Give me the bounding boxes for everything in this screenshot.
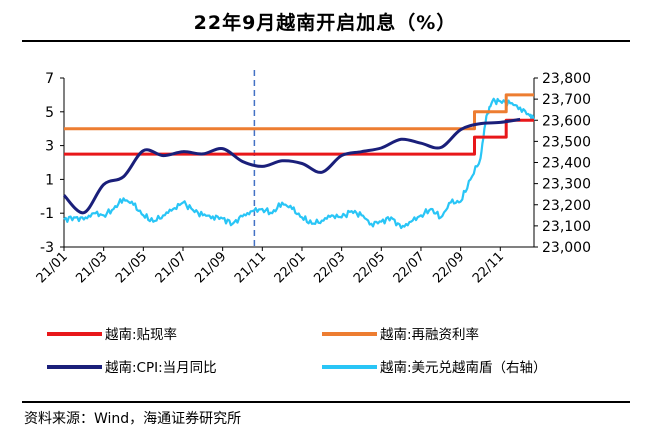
x-tick-label: 22/09 — [430, 249, 467, 286]
right-tick-label: 23,500 — [542, 134, 591, 150]
x-tick-label: 21/07 — [153, 249, 190, 286]
x-tick-label: 21/09 — [192, 249, 229, 286]
right-tick-label: 23,600 — [542, 113, 591, 129]
series-lines — [62, 93, 536, 230]
x-tick-label: 22/01 — [272, 249, 309, 286]
x-tick-label: 22/03 — [311, 249, 348, 286]
legend-label-0: 越南:贴现率 — [105, 326, 177, 343]
top-rule — [22, 40, 630, 42]
chart-title: 22年9月越南开启加息（%） — [193, 12, 457, 34]
right-tick-label: 23,300 — [542, 177, 591, 193]
series-line-1 — [64, 93, 534, 131]
left-tick-label: 1 — [45, 172, 54, 188]
left-tick-label: 7 — [45, 71, 54, 87]
x-tick-label: 21/03 — [73, 249, 110, 286]
x-tick-label: 21/11 — [232, 249, 269, 286]
x-tick-label: 22/11 — [470, 249, 507, 286]
left-tick-label: -1 — [40, 206, 54, 222]
legend-label-1: 越南:再融资利率 — [380, 326, 479, 343]
x-tick-label: 21/05 — [113, 249, 150, 286]
right-tick-label: 23,400 — [542, 156, 591, 172]
x-tick-label: 22/05 — [351, 249, 388, 286]
series-line-3 — [63, 97, 536, 230]
left-tick-label: -3 — [40, 240, 54, 256]
right-tick-label: 23,800 — [542, 71, 591, 87]
left-tick-label: 5 — [45, 105, 54, 121]
legend-label-2: 越南:CPI:当月同比 — [105, 360, 217, 376]
right-tick-label: 23,700 — [542, 92, 591, 108]
series-line-2 — [62, 117, 521, 215]
source-note: 资料来源：Wind，海通证券研究所 — [24, 411, 242, 427]
right-tick-label: 23,000 — [542, 240, 591, 256]
x-tick-label: 22/07 — [391, 249, 428, 286]
right-tick-label: 23,100 — [542, 219, 591, 235]
bottom-rule — [22, 401, 630, 403]
legend-label-3: 越南:美元兑越南盾（右轴） — [380, 360, 547, 376]
right-tick-label: 23,200 — [542, 198, 591, 214]
left-tick-label: 3 — [45, 139, 54, 155]
series-line-0 — [64, 118, 534, 156]
